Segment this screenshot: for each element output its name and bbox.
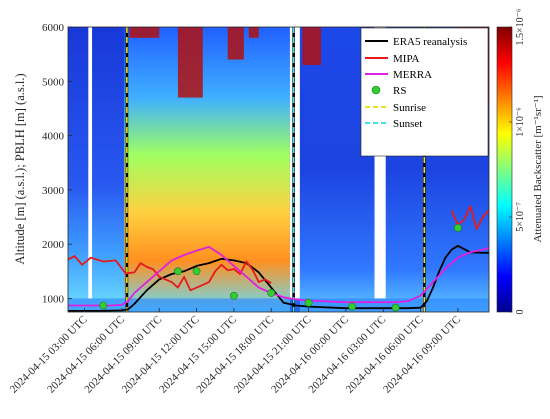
y-tick-label-5000: 5000 [42,76,65,88]
rs-point-4 [267,289,276,297]
heatmap-day-block [124,27,290,312]
y-axis: 1000 2000 3000 4000 5000 6000 [42,22,72,305]
cloud-layer-2 [227,27,244,60]
colorbar-label: Attenuated Backscatter [m⁻¹sr⁻¹] [532,95,544,242]
legend-sunrise-label: Sunrise [393,102,426,114]
y-tick-label-4000: 4000 [42,131,65,143]
cloud-layer-3 [248,27,259,38]
rs-point-8 [453,223,462,232]
data-gap-0 [88,27,93,299]
cloud-layer-4 [302,27,322,65]
data-gap-2 [374,27,386,299]
legend-era5-label: ERA5 reanalysis [393,36,467,48]
y-tick-label-3000: 3000 [42,185,65,197]
y-axis-label: Altitude [m] (a.s.l.); PBLH [m] (a.s.l.) [13,73,27,264]
legend-box [360,27,489,157]
series-merra-3 [68,245,489,307]
x-tick-label-10: 2024-04-16 09:00 UTC [381,314,463,396]
rs-point-6 [348,302,357,311]
colorbar-tick-label-3: 1.5×10⁻⁶ [515,8,526,45]
legend-sunset-label: Sunset [393,118,422,130]
rs-points [99,223,462,312]
pblh-series [68,205,489,312]
y-tick-label-2000: 2000 [42,239,65,251]
legend: ERA5 reanalysis MIPA MERRA RS Sunrise Su… [360,27,489,157]
y-tick-label-1000: 1000 [42,293,65,305]
legend-merra-label: MERRA [393,69,432,81]
legend-rs-label: RS [393,85,406,97]
surface-band [68,298,489,312]
legend-mipa-label: MIPA [393,53,420,65]
colorbar-ticks: 0 5×10⁻⁷ 1×10⁻⁶ 1.5×10⁻⁶ [509,8,526,315]
y-tick-label-6000: 6000 [42,22,65,34]
colorbar [496,26,513,313]
plot-frame [67,26,490,313]
colorbar-tick-label-0: 0 [515,310,526,315]
legend-rs-swatch [371,85,381,95]
colorbar-tick-label-1: 5×10⁻⁷ [515,202,526,232]
rs-point-5 [304,298,313,307]
rs-point-7 [391,303,400,312]
heatmap-left-block [68,27,125,312]
rs-point-0 [99,301,108,310]
rs-point-3 [230,291,238,300]
cloud-layer-0 [129,27,160,38]
rs-point-2 [192,267,201,276]
rs-point-1 [174,267,182,276]
colorbar-tick-label-2: 1×10⁻⁶ [515,107,526,137]
cloud-layer-1 [177,27,203,98]
